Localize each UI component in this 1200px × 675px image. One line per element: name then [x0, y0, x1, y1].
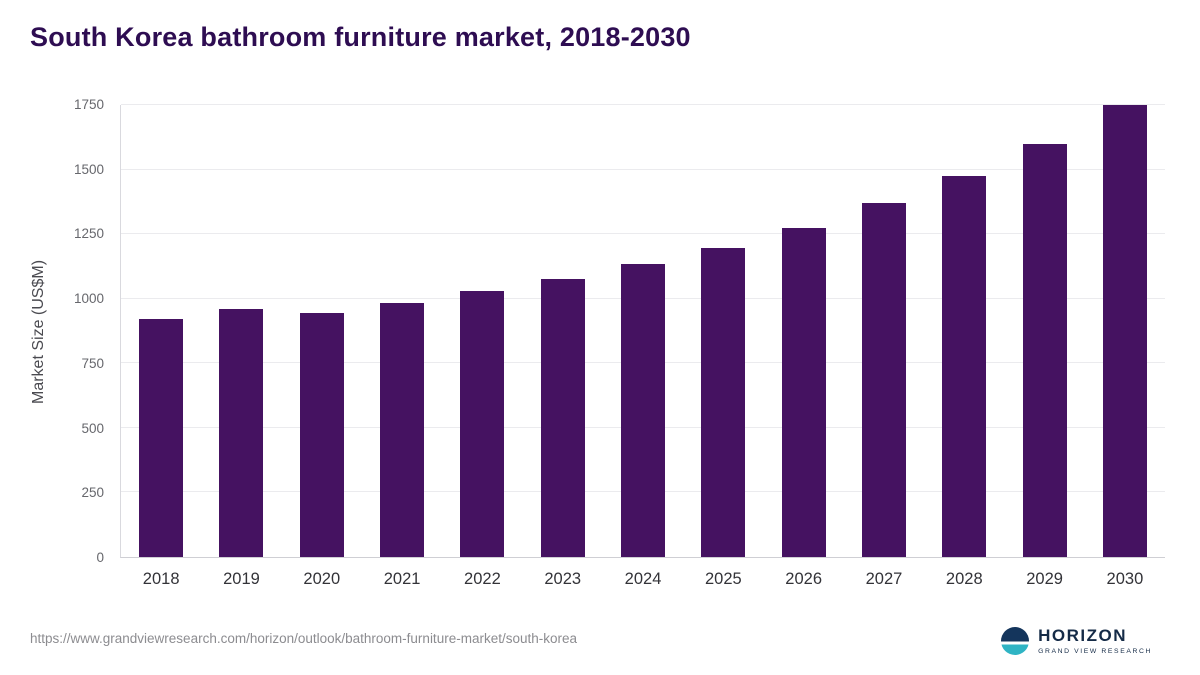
bar-column-2030: 2030	[1085, 105, 1165, 588]
bar-2028	[942, 176, 987, 557]
x-tick-label: 2030	[1106, 570, 1144, 588]
bar-2030	[1102, 105, 1147, 557]
bar-column-2019: 2019	[201, 105, 281, 588]
logo-subtitle: GRAND VIEW RESEARCH	[1038, 647, 1152, 655]
source-url: https://www.grandviewresearch.com/horizo…	[30, 631, 577, 646]
y-tick-label: 750	[81, 355, 104, 371]
plot-area: 2018 2019 2020 2021 2022 2023 2024 2025 2026 2027…	[120, 104, 1165, 588]
x-tick-label: 2023	[544, 570, 582, 588]
gridline	[121, 233, 1165, 235]
bar-column-2026: 2026	[764, 105, 844, 588]
y-tick-label: 1500	[73, 161, 104, 177]
bar-2022	[460, 290, 505, 557]
y-axis-ticks: 0 250 500 750 1000 1250 1500 1750	[68, 97, 114, 565]
horizon-logo-icon	[1001, 626, 1030, 655]
y-tick-label: 1250	[73, 226, 104, 242]
x-tick-label: 2025	[704, 570, 742, 588]
bar-2021	[380, 302, 425, 557]
horizon-logo: HORIZON GRAND VIEW RESEARCH	[1001, 625, 1152, 655]
bar-column-2020: 2020	[282, 105, 362, 588]
y-tick-label: 500	[81, 420, 104, 436]
bar-2027	[861, 203, 906, 557]
gridline	[121, 104, 1165, 105]
y-tick-label: 250	[81, 485, 104, 501]
bar-column-2025: 2025	[683, 105, 763, 588]
bar-column-2024: 2024	[603, 105, 683, 588]
x-tick-label: 2028	[945, 570, 983, 588]
bar-chart: Market Size (US$M) 0 250 500 750 1000 1250 150…	[30, 97, 1165, 588]
y-tick-label: 0	[96, 550, 104, 565]
x-tick-label: 2029	[1026, 570, 1063, 588]
bar-2029	[1022, 143, 1067, 557]
y-axis-label: Market Size (US$M)	[30, 259, 47, 404]
bar-column-2023: 2023	[523, 105, 603, 588]
y-tick-label: 1750	[73, 97, 104, 112]
y-tick-label: 1000	[73, 291, 104, 307]
x-tick-label: 2020	[303, 570, 341, 588]
bar-2025	[701, 248, 746, 557]
bar-2023	[540, 279, 585, 557]
x-tick-label: 2024	[624, 570, 662, 588]
bar-column-2022: 2022	[442, 105, 522, 588]
bar-column-2027: 2027	[844, 105, 924, 588]
x-tick-label: 2026	[785, 570, 823, 588]
bar-column-2021: 2021	[362, 105, 442, 588]
logo-name: HORIZON	[1038, 625, 1128, 645]
bar-2024	[621, 263, 666, 557]
bar-column-2029: 2029	[1004, 105, 1084, 588]
bar-column-2028: 2028	[924, 105, 1004, 588]
gridline	[121, 168, 1165, 170]
x-tick-label: 2019	[223, 570, 260, 588]
bar-column-2018: 2018	[121, 105, 201, 588]
x-tick-label: 2021	[383, 570, 421, 588]
bar-2018	[139, 319, 184, 557]
x-tick-label: 2022	[464, 570, 501, 588]
page-title: South Korea bathroom furniture market, 2…	[30, 22, 691, 52]
bar-2026	[781, 227, 826, 557]
bar-2019	[219, 309, 264, 557]
bar-2020	[299, 312, 344, 557]
x-tick-label: 2027	[865, 570, 903, 588]
x-tick-label: 2018	[142, 570, 180, 588]
bars-row: 2018 2019 2020 2021 2022 2023 2024 2025 2026 2027…	[121, 105, 1165, 588]
logo-text: HORIZON GRAND VIEW RESEARCH	[1038, 625, 1152, 655]
